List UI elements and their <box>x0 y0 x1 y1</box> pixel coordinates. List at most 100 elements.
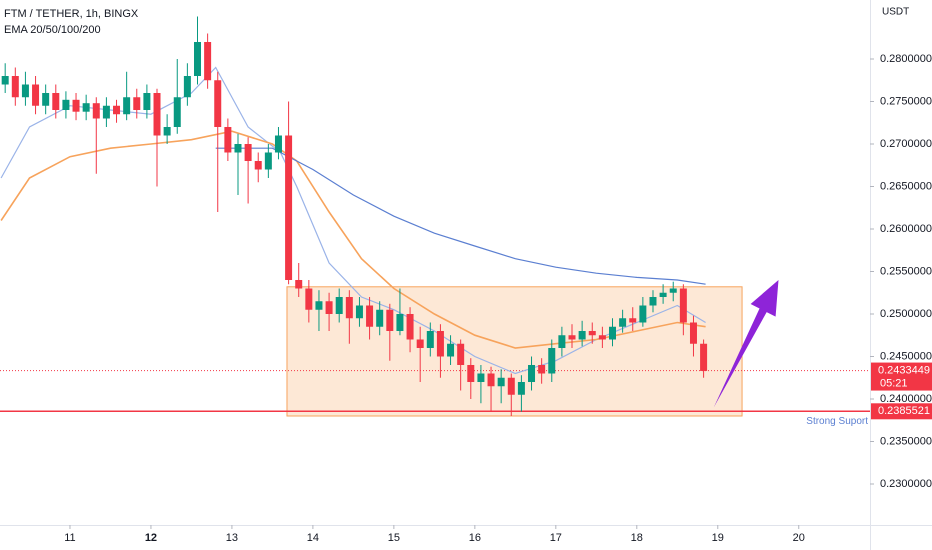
candle-body <box>558 335 566 348</box>
candle-body <box>447 343 455 357</box>
candle-body <box>497 377 505 387</box>
candle-body <box>467 364 475 382</box>
axis-unit: USDT <box>882 7 909 18</box>
candle-body <box>274 135 282 153</box>
candle-body <box>517 381 525 395</box>
candle-body <box>82 103 90 112</box>
candle-body <box>32 84 40 106</box>
candle-body <box>457 343 465 365</box>
candle-body <box>315 301 323 310</box>
candle-body <box>366 305 374 327</box>
candle-body <box>224 126 232 153</box>
candle-body <box>649 296 657 306</box>
y-tick-label: 0.2550000 <box>880 265 932 277</box>
candle-body <box>629 318 637 323</box>
candle-body <box>72 99 80 112</box>
candle-body <box>619 318 627 327</box>
candle-body <box>325 301 333 314</box>
x-tick-label: 14 <box>307 532 319 544</box>
candle-body <box>588 330 596 336</box>
x-tick-label: 13 <box>226 532 238 544</box>
candle-body <box>436 330 444 357</box>
candle-body <box>173 97 181 127</box>
candle-body <box>679 288 687 323</box>
candle-body <box>153 92 161 136</box>
ema-line <box>215 147 706 285</box>
candle-body <box>285 135 293 280</box>
candle-body <box>21 84 29 98</box>
candle-body <box>487 373 495 387</box>
x-tick-label: 16 <box>469 532 481 544</box>
candle-body <box>355 305 363 319</box>
candle-body <box>386 309 394 331</box>
support-price-label: 0.2385521 <box>878 405 930 417</box>
candle-body <box>133 97 141 110</box>
x-tick-label: 12 <box>145 532 157 544</box>
last-price-box <box>871 362 932 391</box>
candle-body <box>193 41 201 76</box>
candle-body <box>11 75 19 98</box>
y-tick-label: 0.2300000 <box>880 478 932 490</box>
y-tick-label: 0.2650000 <box>880 180 932 192</box>
candle-body <box>143 92 151 110</box>
y-tick-label: 0.2350000 <box>880 435 932 447</box>
countdown-label: 05:21 <box>880 377 908 389</box>
y-tick-label: 0.2600000 <box>880 223 932 235</box>
chart-title: FTM / TETHER, 1h, BINGX <box>4 8 139 20</box>
candle-body <box>295 279 303 289</box>
candle-body <box>52 92 60 110</box>
y-tick-label: 0.2450000 <box>880 350 932 362</box>
candle-body <box>42 92 50 106</box>
candle-body <box>102 105 110 119</box>
candle-body <box>659 292 667 297</box>
arrow <box>713 279 779 408</box>
candle-body <box>538 364 546 374</box>
x-tick-label: 18 <box>631 532 643 544</box>
candle-body <box>639 305 647 323</box>
candle-body <box>700 343 708 371</box>
candle-body <box>123 97 131 115</box>
candle-body <box>548 347 556 374</box>
candle-body <box>62 99 70 110</box>
candle-body <box>335 296 343 314</box>
candle-body <box>163 126 171 136</box>
candle-body <box>568 335 576 340</box>
candle-body <box>507 377 515 395</box>
candle-body <box>204 41 212 81</box>
candle-body <box>608 326 616 340</box>
x-tick-label: 17 <box>550 532 562 544</box>
candle-body <box>578 330 586 340</box>
candle-body <box>214 80 222 127</box>
x-tick-label: 15 <box>388 532 400 544</box>
candle-body <box>396 313 404 331</box>
candle-body <box>345 296 353 319</box>
candle-body <box>689 322 697 344</box>
ema-line <box>0 130 706 349</box>
candle-body <box>264 152 272 170</box>
candle-body <box>234 143 242 153</box>
candle-body <box>92 103 100 119</box>
indicator-label: EMA 20/50/100/200 <box>4 24 101 36</box>
candle-body <box>416 339 424 348</box>
candle-body <box>254 160 262 170</box>
candle-body <box>1 75 9 85</box>
y-tick-label: 0.2400000 <box>880 393 932 405</box>
candle-body <box>376 309 384 327</box>
y-tick-label: 0.2750000 <box>880 95 932 107</box>
candle-body <box>305 288 313 310</box>
candle-body <box>669 288 677 293</box>
candle-body <box>477 373 485 382</box>
last-price-label: 0.2433449 <box>878 364 930 376</box>
candle-body <box>244 143 252 161</box>
candle-body <box>406 313 414 340</box>
support-text: Strong Suport <box>806 416 868 427</box>
range-zone <box>286 286 743 417</box>
candle-body <box>598 335 606 340</box>
x-tick-label: 20 <box>793 532 805 544</box>
x-tick-label: 19 <box>712 532 724 544</box>
candle-body <box>426 330 434 348</box>
y-tick-label: 0.2800000 <box>880 53 932 65</box>
candle-body <box>113 105 121 115</box>
y-tick-label: 0.2700000 <box>880 138 932 150</box>
